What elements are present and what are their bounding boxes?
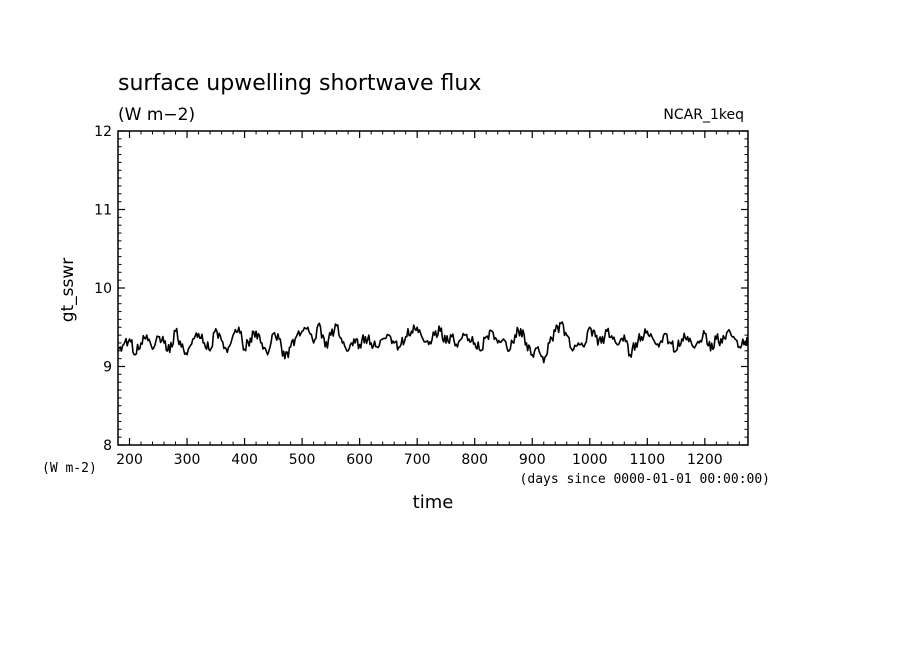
chart-subtitle: (W m−2) (118, 105, 195, 125)
x-axis-ticks (117, 131, 740, 445)
x-tick-label: 300 (174, 452, 201, 468)
x-tick-label: 600 (346, 452, 373, 468)
x-tick-label: 400 (231, 452, 258, 468)
x-axis-tick-labels: 200 300 400 500 600 700 800 900 1000 1100 1200 (116, 452, 723, 468)
y-tick-label: 10 (94, 281, 112, 297)
experiment-label: NCAR_1keq (663, 107, 744, 123)
x-tick-label: 500 (289, 452, 316, 468)
x-axis-units: (days since 0000-01-01 00:00:00) (520, 472, 770, 487)
series-line (117, 321, 749, 364)
y-tick-label: 9 (103, 360, 112, 376)
y-axis-tick-labels: 8 9 10 11 12 (94, 124, 112, 454)
y-tick-label: 8 (103, 438, 112, 454)
x-axis-label: time (413, 492, 454, 513)
y-tick-label: 12 (94, 124, 112, 140)
y-axis-label: gt_sswr (58, 258, 78, 323)
y-axis-ticks (118, 130, 748, 446)
x-tick-label: 800 (461, 452, 488, 468)
x-tick-label: 1200 (687, 452, 723, 468)
chart-title: surface upwelling shortwave flux (118, 71, 481, 96)
x-tick-label: 1100 (629, 452, 665, 468)
x-tick-label: 700 (404, 452, 431, 468)
y-axis-units: (W m-2) (42, 461, 97, 476)
x-tick-label: 1000 (572, 452, 608, 468)
plot-frame (117, 130, 749, 446)
x-tick-label: 200 (116, 452, 143, 468)
x-tick-label: 900 (519, 452, 546, 468)
y-tick-label: 11 (94, 203, 112, 219)
